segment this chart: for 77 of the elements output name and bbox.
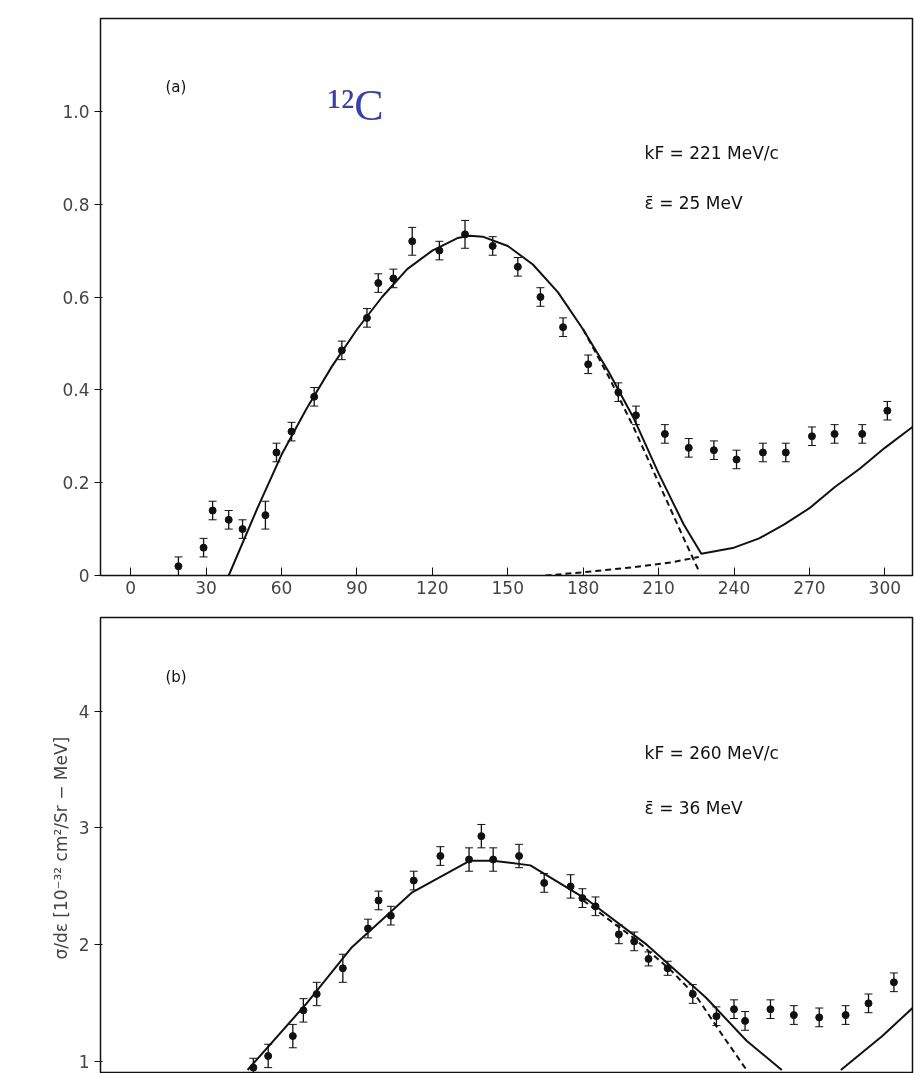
x-tick-label: 120	[416, 577, 449, 598]
x-tick-label: 300	[868, 577, 902, 598]
annotation: (b)	[165, 667, 187, 686]
y-tick-label: 0.4	[62, 380, 90, 401]
point	[409, 876, 418, 885]
point	[436, 852, 445, 861]
point	[540, 878, 549, 887]
annotation: kF = 260 MeV/c	[644, 743, 779, 764]
point	[807, 432, 816, 441]
point	[789, 1011, 798, 1020]
x-tick-label: 0	[125, 577, 137, 598]
point	[830, 429, 839, 438]
x-tick-label: 240	[717, 577, 751, 598]
point	[261, 511, 270, 520]
point	[766, 1005, 775, 1014]
point	[238, 525, 247, 534]
point	[389, 274, 398, 283]
x-tick-label: 270	[793, 577, 826, 598]
y-tick-label: 1	[78, 1052, 90, 1073]
point	[815, 1013, 824, 1022]
point	[684, 443, 693, 452]
point	[709, 446, 718, 455]
x-tick-label: 90	[346, 577, 368, 598]
point	[488, 241, 497, 250]
point	[224, 515, 233, 524]
point	[174, 562, 183, 571]
point	[889, 978, 898, 987]
annotation: kF = 221 MeV/c	[644, 143, 779, 164]
point	[781, 448, 790, 457]
point	[536, 293, 545, 301]
point	[264, 1051, 273, 1060]
point	[477, 832, 486, 841]
annotation: ε̄ = 36 MeV	[644, 798, 743, 819]
y-tick-label: 0.8	[62, 194, 90, 215]
x-tick-label: 30	[195, 577, 217, 598]
annotation: ε̄ = 25 MeV	[644, 193, 743, 214]
point	[864, 999, 873, 1008]
point	[338, 964, 347, 973]
point	[730, 1005, 739, 1014]
x-tick-label: 150	[491, 577, 524, 598]
point	[644, 954, 653, 963]
y-tick-label: 3	[78, 818, 90, 839]
point	[374, 279, 383, 288]
y-tick-label: 0.2	[62, 473, 90, 494]
point	[374, 896, 383, 905]
point	[758, 448, 767, 457]
point	[199, 543, 208, 552]
point	[712, 1012, 721, 1021]
y-tick-label: 4	[78, 701, 90, 722]
point	[584, 360, 593, 369]
point	[513, 262, 522, 271]
point	[272, 448, 281, 457]
point	[732, 455, 741, 464]
annotation: (a)	[165, 78, 187, 97]
y-tick-label: 1.0	[62, 101, 90, 122]
point	[858, 429, 867, 438]
point	[208, 506, 217, 515]
x-tick-label: 60	[270, 577, 293, 598]
point	[408, 237, 417, 246]
point	[841, 1011, 850, 1020]
y-tick-label: 0.6	[62, 287, 90, 308]
point	[630, 937, 639, 946]
point	[515, 852, 524, 861]
point	[741, 1016, 750, 1025]
x-tick-label: 180	[566, 577, 600, 598]
point	[883, 406, 892, 415]
point	[559, 323, 568, 332]
point	[614, 930, 623, 939]
annotation: ¹²C	[327, 80, 384, 130]
point	[631, 411, 640, 420]
y-axis-title: σ/dε [10⁻³² cm²/Sr − MeV]	[50, 736, 71, 960]
point	[386, 911, 395, 920]
x-tick-label: 210	[642, 577, 675, 598]
point	[660, 429, 669, 438]
point	[288, 1032, 297, 1041]
y-tick-label: 2	[78, 935, 90, 956]
point	[363, 924, 372, 933]
